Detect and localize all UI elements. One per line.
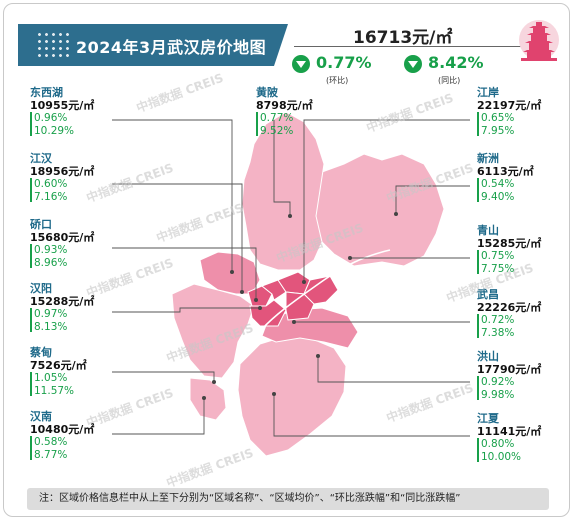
district-yoy: 8.96% (34, 256, 68, 269)
district-caidian: 蔡甸 7526元/㎡ 1.05% 11.57% (30, 346, 130, 397)
district-yoy: 7.75% (481, 262, 515, 275)
district-mom: 0.75% (481, 250, 515, 262)
district-price: 7526元/㎡ (30, 359, 87, 372)
district-yoy: 7.95% (481, 124, 515, 137)
map-region-hannan (189, 377, 227, 421)
district-wuchang: 武昌 22226元/㎡ 0.72% 7.38% (477, 288, 557, 339)
district-yoy: 8.13% (34, 320, 68, 333)
leader-lines (112, 119, 470, 437)
wuhan-map (112, 111, 470, 457)
page-title: 2024年3月武汉房价地图 (76, 38, 267, 57)
district-jiangan: 江岸 22197元/㎡ 0.65% 7.95% (477, 86, 557, 137)
district-name: 黄陂 (256, 86, 278, 99)
map-region-xinzhou (311, 153, 445, 267)
district-yoy: 9.52% (260, 124, 294, 137)
district-yoy: 10.29% (34, 124, 75, 137)
district-markers (202, 212, 398, 400)
yoy-value: 8.42% (428, 53, 484, 72)
map-region-hongshan (261, 307, 359, 349)
district-price: 15288元/㎡ (30, 295, 95, 308)
divider (294, 46, 552, 47)
district-price: 15680元/㎡ (30, 231, 95, 244)
district-name: 东西湖 (30, 86, 63, 99)
title-banner: 2024年3月武汉房价地图 (18, 24, 274, 66)
district-yoy: 11.57% (34, 384, 75, 397)
yoy-label: (同比) (438, 76, 461, 85)
down-arrow-icon (292, 55, 310, 73)
district-price: 22226元/㎡ (477, 301, 542, 314)
district-xinzhou: 新洲 6113元/㎡ 0.54% 9.40% (477, 152, 557, 203)
yellow-crane-tower-logo (519, 20, 559, 61)
district-mom: 0.72% (481, 314, 515, 326)
district-yoy: 9.98% (481, 388, 515, 401)
map-region-qiaokou (247, 285, 273, 307)
district-yoy: 9.40% (481, 190, 515, 203)
map-region-jiangxia (237, 335, 347, 457)
district-name: 武昌 (477, 288, 499, 301)
district-price: 22197元/㎡ (477, 99, 542, 112)
title-banner-notch (274, 24, 288, 66)
district-huangpi: 黄陂 8798元/㎡ 0.77% 9.52% (256, 86, 356, 137)
map-region-jianghan (261, 279, 287, 301)
mom-label: (环比) (326, 76, 349, 85)
district-price: 18956元/㎡ (30, 165, 95, 178)
map-card: 中指数据 CREIS 中指数据 CREIS 中指数据 CREIS 中指数据 CR… (3, 3, 570, 517)
district-name: 汉阳 (30, 282, 52, 295)
district-price: 10480元/㎡ (30, 423, 95, 436)
district-yoy: 7.16% (34, 190, 68, 203)
district-yoy: 8.77% (34, 448, 68, 461)
district-hanyang: 汉阳 15288元/㎡ 0.97% 8.13% (30, 282, 130, 333)
city-average-price: 16713元/㎡ (353, 28, 453, 48)
district-mom: 0.97% (34, 308, 68, 320)
district-name: 江汉 (30, 152, 52, 165)
district-price: 8798元/㎡ (256, 99, 313, 112)
district-mom: 0.93% (34, 244, 68, 256)
district-mom: 0.58% (34, 436, 68, 448)
district-name: 江夏 (477, 412, 499, 425)
district-mom: 0.77% (260, 112, 294, 124)
district-yoy: 10.00% (481, 450, 522, 463)
district-mom: 1.05% (34, 372, 68, 384)
district-name: 江岸 (477, 86, 499, 99)
district-name: 新洲 (477, 152, 499, 165)
district-jiangxia: 江夏 11141元/㎡ 0.80% 10.00% (477, 412, 557, 463)
district-jianghan: 江汉 18956元/㎡ 0.60% 7.16% (30, 152, 130, 203)
district-dongxihu: 东西湖 10955元/㎡ 0.96% 10.29% (30, 86, 130, 137)
down-arrow-icon (404, 55, 422, 73)
district-name: 蔡甸 (30, 346, 52, 359)
district-mom: 0.54% (481, 178, 515, 190)
mom-value: 0.77% (316, 53, 372, 72)
district-hongshan: 洪山 17790元/㎡ 0.92% 9.98% (477, 350, 557, 401)
district-mom: 0.60% (34, 178, 68, 190)
district-mom: 0.96% (34, 112, 68, 124)
district-mom: 0.92% (481, 376, 515, 388)
district-name: 青山 (477, 224, 499, 237)
district-price: 6113元/㎡ (477, 165, 534, 178)
district-mom: 0.65% (481, 112, 515, 124)
district-name: 硚口 (30, 218, 52, 231)
district-name: 洪山 (477, 350, 499, 363)
yangtze-river (235, 249, 391, 361)
footnote: 注：区域价格信息栏中从上至下分别为“区域名称”、“区域均价”、“环比涨跌幅”和“… (27, 488, 549, 510)
district-name: 汉南 (30, 410, 52, 423)
district-qingshan: 青山 15285元/㎡ 0.75% 7.75% (477, 224, 557, 275)
district-yoy: 7.38% (481, 326, 515, 339)
map-region-caidian (171, 283, 255, 379)
dot-grid-icon (36, 31, 70, 59)
district-hannan: 汉南 10480元/㎡ 0.58% 8.77% (30, 410, 130, 461)
district-price: 15285元/㎡ (477, 237, 542, 250)
district-price: 17790元/㎡ (477, 363, 542, 376)
district-price: 10955元/㎡ (30, 99, 95, 112)
district-qiaokou: 硚口 15680元/㎡ 0.93% 8.96% (30, 218, 130, 269)
district-price: 11141元/㎡ (477, 425, 542, 438)
district-mom: 0.80% (481, 438, 515, 450)
